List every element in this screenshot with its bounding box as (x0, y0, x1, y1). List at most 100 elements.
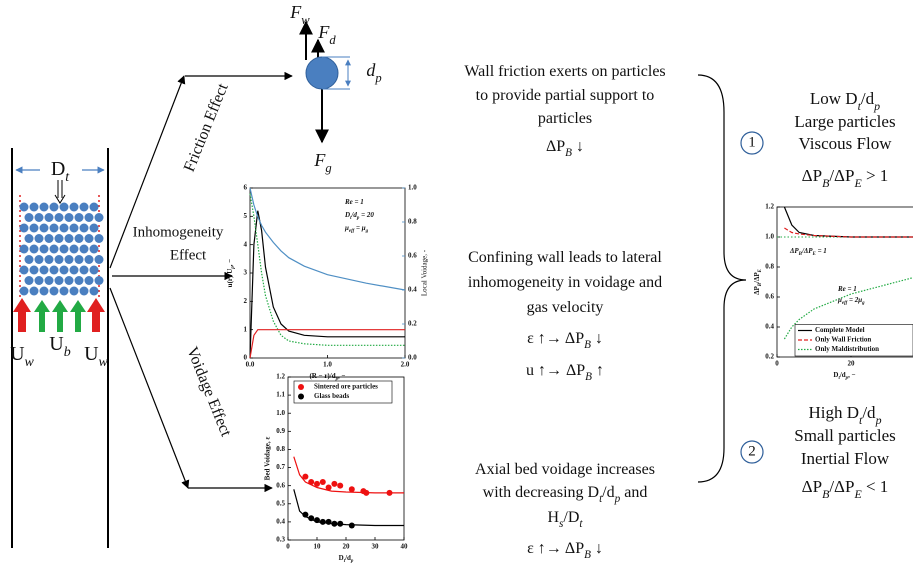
y-tick-label: 1.1 (276, 391, 285, 399)
particle (59, 244, 69, 254)
x-axis-label: Dt/dp, − (833, 371, 855, 381)
particle (74, 276, 84, 285)
annotation: Dt/dp = 20 (344, 211, 374, 221)
legend-box (293, 380, 393, 404)
mechanism-effect: ε ↑→ ΔPB ↓ (527, 540, 603, 561)
legend-label: Sintered ore particles (314, 383, 378, 391)
mechanism-effect: ΔPB ↓ (546, 138, 584, 159)
subscript: B (585, 371, 592, 383)
effect-label: Effect (170, 247, 207, 263)
subscript: p (374, 71, 381, 85)
series-line (249, 329, 405, 359)
mechanism-text: Axial bed voidage increases (475, 461, 655, 478)
x-tick-label: 2.0 (401, 361, 410, 369)
particle (89, 223, 99, 233)
mechanism-text: Hs/Dt (547, 509, 583, 530)
subscript: w (25, 355, 35, 370)
text-part: ↓ (591, 330, 603, 347)
particle (94, 213, 104, 222)
series-line (249, 187, 406, 291)
text-part: with decreasing D (483, 484, 599, 501)
subscript: t (350, 216, 352, 221)
y-axis-label: Bed Voidage, ε (264, 437, 272, 481)
force-label: Fg (313, 150, 331, 175)
particle (39, 265, 49, 275)
legend-label: Complete Model (815, 326, 865, 334)
particle (69, 202, 79, 212)
mechanism-effect: u ↑→ ΔPB ↑ (526, 362, 604, 383)
x-tick-label: 20 (848, 360, 856, 368)
particle (69, 223, 79, 233)
force-diagram (299, 20, 351, 144)
legend-label: Glass beads (314, 392, 349, 400)
x-tick-label: 40 (401, 543, 409, 551)
text-part: /d (862, 403, 876, 422)
text-part: H (547, 509, 559, 526)
particle (59, 265, 69, 275)
text-part: /d (350, 211, 357, 219)
regime-text: High Dt/dp (808, 403, 881, 427)
annotation: Re = 1 (344, 198, 364, 206)
annotation: Re = 1 (837, 285, 857, 293)
subscript: B (758, 282, 763, 287)
subscript: B (565, 147, 572, 159)
series-line (249, 193, 405, 346)
text-part: ↓ (591, 540, 603, 557)
particle (79, 244, 89, 254)
data-point (302, 473, 309, 480)
text-part: Wall friction exerts on particles (464, 63, 665, 80)
subscript: eff (349, 229, 356, 234)
y-axis-label: u(r)/Up, − (226, 259, 236, 288)
particle (54, 213, 64, 222)
text-part: < 1 (862, 477, 889, 496)
subscript: B (584, 549, 591, 561)
brace (697, 74, 764, 483)
subscript: p (614, 493, 621, 505)
particle (19, 202, 29, 212)
subscript: p (335, 377, 339, 382)
data-point (337, 482, 344, 489)
subscript: B (822, 487, 829, 501)
text-part: F (317, 22, 330, 42)
text-part: /ΔP (753, 272, 761, 284)
subscript: t (838, 376, 840, 381)
data-point (348, 486, 355, 493)
subscript: p (845, 376, 849, 381)
y-tick-label: 0.4 (276, 517, 285, 525)
text-part: u(r)/U (226, 269, 234, 288)
particle (64, 213, 74, 222)
subscript: t (344, 559, 346, 564)
subscript: t (579, 518, 583, 530)
regime-text: Large particles (794, 112, 895, 131)
x-axis-label: Dt/dp (339, 554, 354, 564)
text-part: Confining wall leads to lateral (468, 249, 662, 266)
text-part: D (344, 211, 350, 219)
y2-tick-label: 0.4 (408, 286, 417, 294)
particle (94, 276, 104, 285)
particle (29, 265, 39, 275)
annotation: μeff = μg (344, 224, 369, 234)
regime-number: 2 (748, 443, 756, 459)
y-tick-label: 0.4 (765, 323, 774, 331)
text-part: ΔP (802, 477, 822, 496)
particle (89, 202, 99, 212)
particle (49, 202, 59, 212)
particle (39, 223, 49, 233)
particle (44, 213, 54, 222)
text-part: /d (602, 484, 614, 501)
particle (19, 265, 29, 275)
force-label: Fw (289, 2, 310, 27)
text-part: /d (839, 371, 846, 379)
y-tick-label: 5 (244, 212, 248, 220)
particle (79, 265, 89, 275)
subscript: t (599, 493, 603, 505)
particle (24, 213, 34, 222)
subscript: E (853, 176, 862, 190)
annotation: ΔPB/ΔPE = 1 (789, 247, 827, 257)
legend-label: Only Wall Friction (815, 336, 871, 344)
text-part: Re = 1 (837, 285, 857, 293)
series-line (784, 227, 913, 238)
subscript: g (861, 301, 865, 306)
subscript: g (325, 161, 331, 175)
particle (84, 276, 94, 285)
